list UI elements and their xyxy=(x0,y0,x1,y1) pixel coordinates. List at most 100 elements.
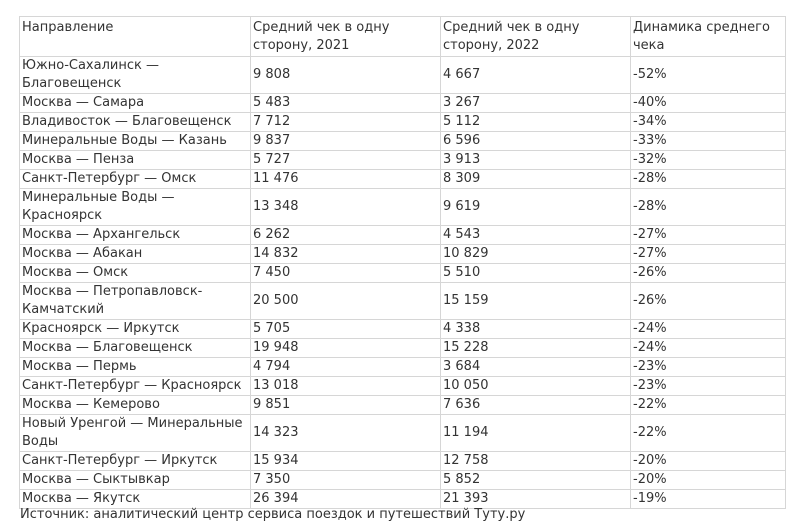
avg-check-2022-cell: 4 338 xyxy=(440,319,631,339)
direction-cell: Москва — Якутск xyxy=(19,489,251,509)
avg-check-2022-cell: 7 636 xyxy=(440,395,631,415)
table-row: Минеральные Воды — Казань 9 837 6 596 -3… xyxy=(19,131,786,151)
avg-check-2021-cell: 5 483 xyxy=(250,93,441,113)
table-row: Минеральные Воды — Красноярск 13 348 9 6… xyxy=(19,188,786,226)
change-cell: -52% xyxy=(630,56,786,94)
avg-check-2022-cell: 9 619 xyxy=(440,188,631,226)
direction-cell: Минеральные Воды — Казань xyxy=(19,131,251,151)
avg-check-2022-cell: 3 267 xyxy=(440,93,631,113)
table-header-row: Направление Средний чек в одну сторону, … xyxy=(19,16,786,57)
direction-cell: Москва — Архангельск xyxy=(19,225,251,245)
avg-check-2021-cell: 7 712 xyxy=(250,112,441,132)
table-row: Москва — Самара 5 483 3 267 -40% xyxy=(19,93,786,113)
header-cell: Средний чек в одну сторону, 2021 xyxy=(250,16,441,57)
avg-check-2022-cell: 6 596 xyxy=(440,131,631,151)
direction-cell: Санкт-Петербург — Красноярск xyxy=(19,376,251,396)
avg-check-2022-cell: 4 543 xyxy=(440,225,631,245)
avg-check-2022-cell: 21 393 xyxy=(440,489,631,509)
change-cell: -40% xyxy=(630,93,786,113)
table-row: Новый Уренгой — Минеральные Воды 14 323 … xyxy=(19,414,786,452)
table-row: Владивосток — Благовещенск 7 712 5 112 -… xyxy=(19,112,786,132)
avg-check-2022-cell: 5 852 xyxy=(440,470,631,490)
source-note: Источник: аналитический центр сервиса по… xyxy=(20,507,526,522)
avg-check-2021-cell: 13 348 xyxy=(250,188,441,226)
change-cell: -27% xyxy=(630,244,786,264)
avg-check-2022-cell: 15 228 xyxy=(440,338,631,358)
change-cell: -24% xyxy=(630,338,786,358)
avg-check-2021-cell: 20 500 xyxy=(250,282,441,320)
header-cell: Направление xyxy=(19,16,251,57)
avg-check-2021-cell: 4 794 xyxy=(250,357,441,377)
direction-cell: Красноярск — Иркутск xyxy=(19,319,251,339)
table-row: Москва — Благовещенск 19 948 15 228 -24% xyxy=(19,338,786,358)
avg-check-2021-cell: 5 705 xyxy=(250,319,441,339)
table-row: Санкт-Петербург — Омск 11 476 8 309 -28% xyxy=(19,169,786,189)
direction-cell: Москва — Абакан xyxy=(19,244,251,264)
table-row: Красноярск — Иркутск 5 705 4 338 -24% xyxy=(19,319,786,339)
direction-cell: Санкт-Петербург — Омск xyxy=(19,169,251,189)
direction-cell: Москва — Самара xyxy=(19,93,251,113)
direction-cell: Москва — Сыктывкар xyxy=(19,470,251,490)
change-cell: -34% xyxy=(630,112,786,132)
change-cell: -20% xyxy=(630,451,786,471)
avg-check-2021-cell: 5 727 xyxy=(250,150,441,170)
avg-check-2022-cell: 5 112 xyxy=(440,112,631,132)
avg-check-2021-cell: 19 948 xyxy=(250,338,441,358)
header-cell: Средний чек в одну сторону, 2022 xyxy=(440,16,631,57)
direction-cell: Минеральные Воды — Красноярск xyxy=(19,188,251,226)
change-cell: -23% xyxy=(630,357,786,377)
direction-cell: Южно-Сахалинск — Благовещенск xyxy=(19,56,251,94)
avg-check-2022-cell: 12 758 xyxy=(440,451,631,471)
direction-cell: Москва — Пенза xyxy=(19,150,251,170)
table-container: Направление Средний чек в одну сторону, … xyxy=(19,16,786,509)
change-cell: -28% xyxy=(630,188,786,226)
change-cell: -22% xyxy=(630,414,786,452)
avg-check-2021-cell: 9 808 xyxy=(250,56,441,94)
avg-check-2021-cell: 7 350 xyxy=(250,470,441,490)
direction-cell: Москва — Пермь xyxy=(19,357,251,377)
change-cell: -33% xyxy=(630,131,786,151)
table-row: Санкт-Петербург — Иркутск 15 934 12 758 … xyxy=(19,451,786,471)
direction-cell: Новый Уренгой — Минеральные Воды xyxy=(19,414,251,452)
avg-check-2021-cell: 15 934 xyxy=(250,451,441,471)
avg-check-2022-cell: 15 159 xyxy=(440,282,631,320)
avg-check-2021-cell: 9 837 xyxy=(250,131,441,151)
change-cell: -32% xyxy=(630,150,786,170)
header-cell: Динамика среднего чека xyxy=(630,16,786,57)
direction-cell: Москва — Петропавловск-Камчатский xyxy=(19,282,251,320)
avg-check-2021-cell: 7 450 xyxy=(250,263,441,283)
table-row: Москва — Архангельск 6 262 4 543 -27% xyxy=(19,225,786,245)
change-cell: -26% xyxy=(630,263,786,283)
direction-cell: Санкт-Петербург — Иркутск xyxy=(19,451,251,471)
avg-check-2022-cell: 10 050 xyxy=(440,376,631,396)
avg-check-2021-cell: 14 832 xyxy=(250,244,441,264)
direction-cell: Москва — Омск xyxy=(19,263,251,283)
table-row: Москва — Кемерово 9 851 7 636 -22% xyxy=(19,395,786,415)
avg-check-2022-cell: 3 684 xyxy=(440,357,631,377)
avg-check-2022-cell: 3 913 xyxy=(440,150,631,170)
avg-check-2021-cell: 9 851 xyxy=(250,395,441,415)
change-cell: -22% xyxy=(630,395,786,415)
avg-check-2022-cell: 8 309 xyxy=(440,169,631,189)
change-cell: -27% xyxy=(630,225,786,245)
avg-check-2022-cell: 10 829 xyxy=(440,244,631,264)
avg-check-2022-cell: 11 194 xyxy=(440,414,631,452)
change-cell: -28% xyxy=(630,169,786,189)
change-cell: -26% xyxy=(630,282,786,320)
change-cell: -20% xyxy=(630,470,786,490)
avg-check-2021-cell: 14 323 xyxy=(250,414,441,452)
table-row: Москва — Петропавловск-Камчатский 20 500… xyxy=(19,282,786,320)
direction-cell: Москва — Кемерово xyxy=(19,395,251,415)
direction-cell: Владивосток — Благовещенск xyxy=(19,112,251,132)
direction-cell: Москва — Благовещенск xyxy=(19,338,251,358)
avg-check-2021-cell: 11 476 xyxy=(250,169,441,189)
avg-check-2021-cell: 13 018 xyxy=(250,376,441,396)
table-row: Москва — Омск 7 450 5 510 -26% xyxy=(19,263,786,283)
change-cell: -23% xyxy=(630,376,786,396)
table-row: Санкт-Петербург — Красноярск 13 018 10 0… xyxy=(19,376,786,396)
avg-check-2021-cell: 6 262 xyxy=(250,225,441,245)
table-row: Москва — Абакан 14 832 10 829 -27% xyxy=(19,244,786,264)
data-table: Направление Средний чек в одну сторону, … xyxy=(19,16,786,509)
change-cell: -19% xyxy=(630,489,786,509)
table-row: Москва — Сыктывкар 7 350 5 852 -20% xyxy=(19,470,786,490)
